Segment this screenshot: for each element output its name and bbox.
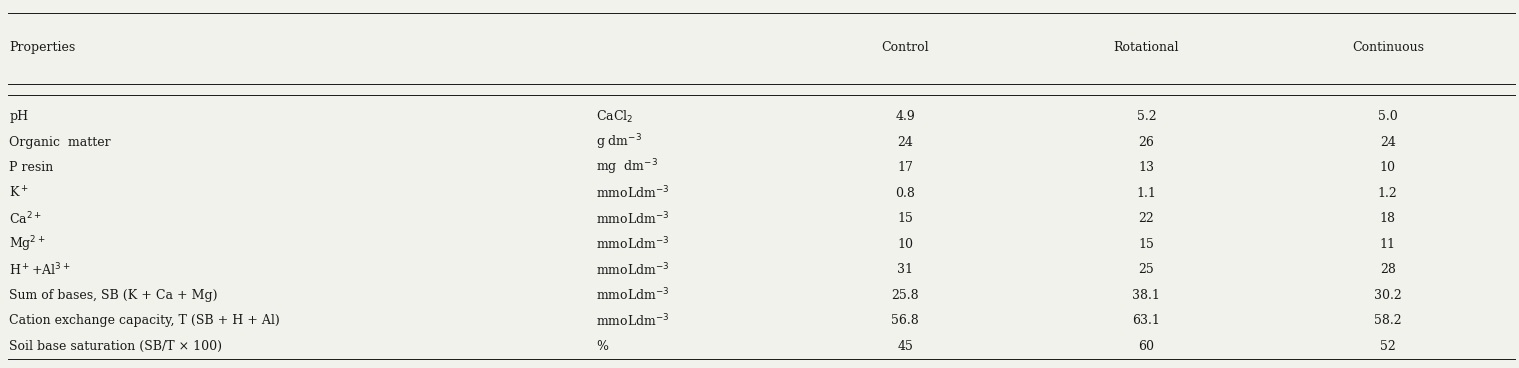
Text: mmoLdm$^{-3}$: mmoLdm$^{-3}$ <box>595 312 670 329</box>
Text: 17: 17 <box>898 161 913 174</box>
Text: 1.1: 1.1 <box>1136 187 1156 199</box>
Text: %: % <box>595 340 608 353</box>
Text: 26: 26 <box>1138 135 1154 149</box>
Text: 24: 24 <box>1379 135 1396 149</box>
Text: 25.8: 25.8 <box>892 289 919 302</box>
Text: 25: 25 <box>1139 263 1154 276</box>
Text: 63.1: 63.1 <box>1133 314 1161 327</box>
Text: 4.9: 4.9 <box>895 110 914 123</box>
Text: 38.1: 38.1 <box>1133 289 1161 302</box>
Text: 58.2: 58.2 <box>1375 314 1402 327</box>
Text: 31: 31 <box>898 263 913 276</box>
Text: 22: 22 <box>1139 212 1154 225</box>
Text: 13: 13 <box>1138 161 1154 174</box>
Text: 24: 24 <box>898 135 913 149</box>
Text: 1.2: 1.2 <box>1378 187 1397 199</box>
Text: 30.2: 30.2 <box>1373 289 1402 302</box>
Text: mmoLdm$^{-3}$: mmoLdm$^{-3}$ <box>595 185 670 201</box>
Text: pH: pH <box>9 110 29 123</box>
Text: 52: 52 <box>1379 340 1396 353</box>
Text: P resin: P resin <box>9 161 53 174</box>
Text: Mg$^{2+}$: Mg$^{2+}$ <box>9 234 46 254</box>
Text: K$^+$: K$^+$ <box>9 185 29 201</box>
Text: H$^+$+Al$^{3+}$: H$^+$+Al$^{3+}$ <box>9 261 70 278</box>
Text: Soil base saturation (SB/T × 100): Soil base saturation (SB/T × 100) <box>9 340 222 353</box>
Text: 56.8: 56.8 <box>892 314 919 327</box>
Text: Cation exchange capacity, T (SB + H + Al): Cation exchange capacity, T (SB + H + Al… <box>9 314 279 327</box>
Text: Rotational: Rotational <box>1113 41 1179 54</box>
Text: mmoLdm$^{-3}$: mmoLdm$^{-3}$ <box>595 287 670 304</box>
Text: mmoLdm$^{-3}$: mmoLdm$^{-3}$ <box>595 210 670 227</box>
Text: 5.2: 5.2 <box>1136 110 1156 123</box>
Text: mg  dm$^{-3}$: mg dm$^{-3}$ <box>595 158 658 177</box>
Text: 5.0: 5.0 <box>1378 110 1397 123</box>
Text: 10: 10 <box>898 238 913 251</box>
Text: Organic  matter: Organic matter <box>9 135 111 149</box>
Text: 28: 28 <box>1379 263 1396 276</box>
Text: mmoLdm$^{-3}$: mmoLdm$^{-3}$ <box>595 236 670 252</box>
Text: 11: 11 <box>1379 238 1396 251</box>
Text: 60: 60 <box>1138 340 1154 353</box>
Text: Sum of bases, SB (K + Ca + Mg): Sum of bases, SB (K + Ca + Mg) <box>9 289 217 302</box>
Text: 15: 15 <box>1138 238 1154 251</box>
Text: Control: Control <box>881 41 930 54</box>
Text: 15: 15 <box>898 212 913 225</box>
Text: 0.8: 0.8 <box>895 187 914 199</box>
Text: g dm$^{-3}$: g dm$^{-3}$ <box>595 132 643 152</box>
Text: CaCl$_2$: CaCl$_2$ <box>595 109 633 125</box>
Text: 10: 10 <box>1379 161 1396 174</box>
Text: Ca$^{2+}$: Ca$^{2+}$ <box>9 210 43 227</box>
Text: mmoLdm$^{-3}$: mmoLdm$^{-3}$ <box>595 261 670 278</box>
Text: Properties: Properties <box>9 41 76 54</box>
Text: Continuous: Continuous <box>1352 41 1423 54</box>
Text: 45: 45 <box>898 340 913 353</box>
Text: 18: 18 <box>1379 212 1396 225</box>
